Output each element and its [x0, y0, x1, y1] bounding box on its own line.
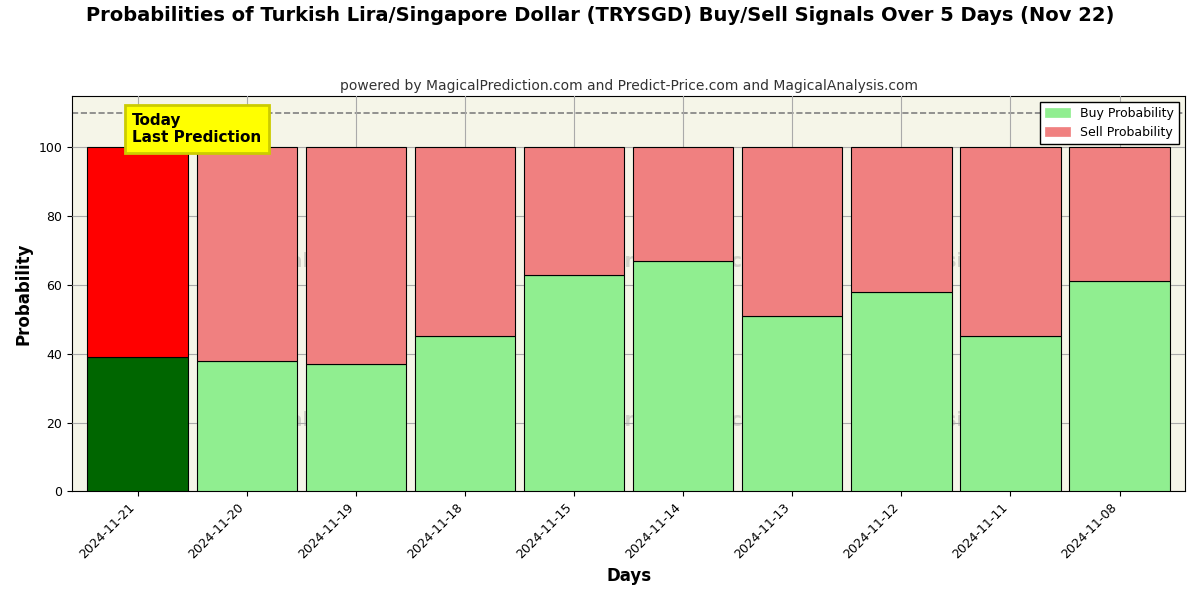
Text: calAnalysis.com: calAnalysis.com: [229, 252, 404, 271]
Bar: [1069, 281, 1170, 491]
Bar: [88, 357, 188, 491]
Bar: [632, 261, 733, 491]
Y-axis label: Probability: Probability: [16, 242, 34, 345]
Bar: [742, 316, 842, 491]
Bar: [632, 147, 733, 261]
Bar: [524, 147, 624, 275]
Text: calAnalysis.com: calAnalysis.com: [852, 410, 1027, 430]
Bar: [88, 147, 188, 357]
Text: calAnalysis.com: calAnalysis.com: [229, 410, 404, 430]
Bar: [524, 275, 624, 491]
Bar: [306, 147, 406, 364]
Bar: [197, 147, 296, 361]
Text: MagicalPrediction.com: MagicalPrediction.com: [526, 252, 775, 271]
Bar: [851, 147, 952, 292]
Text: Probabilities of Turkish Lira/Singapore Dollar (TRYSGD) Buy/Sell Signals Over 5 : Probabilities of Turkish Lira/Singapore …: [86, 6, 1114, 25]
Bar: [415, 337, 515, 491]
Bar: [960, 337, 1061, 491]
Bar: [960, 147, 1061, 337]
Bar: [197, 361, 296, 491]
Text: calAnalysis.com: calAnalysis.com: [852, 252, 1027, 271]
X-axis label: Days: Days: [606, 567, 652, 585]
Bar: [415, 147, 515, 337]
Title: powered by MagicalPrediction.com and Predict-Price.com and MagicalAnalysis.com: powered by MagicalPrediction.com and Pre…: [340, 79, 918, 93]
Bar: [851, 292, 952, 491]
Text: Today
Last Prediction: Today Last Prediction: [132, 113, 262, 145]
Legend: Buy Probability, Sell Probability: Buy Probability, Sell Probability: [1040, 102, 1178, 144]
Bar: [742, 147, 842, 316]
Bar: [306, 364, 406, 491]
Bar: [1069, 147, 1170, 281]
Text: MagicalPrediction.com: MagicalPrediction.com: [526, 410, 775, 430]
